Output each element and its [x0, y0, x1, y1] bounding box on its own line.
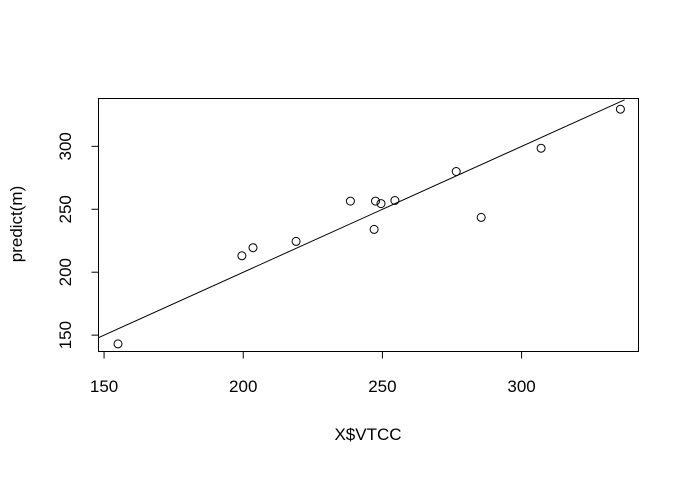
data-point — [476, 212, 486, 222]
data-point — [345, 196, 355, 206]
y-tick-label: 150 — [56, 321, 75, 349]
y-axis: 150 200 250 300 — [56, 132, 99, 349]
data-point — [390, 196, 400, 205]
data-point — [113, 339, 123, 349]
data-point — [369, 224, 379, 234]
data-point — [237, 251, 247, 261]
data-point — [451, 167, 461, 176]
reference-line-layer — [98, 99, 625, 339]
data-point — [371, 196, 380, 206]
data-point — [248, 243, 258, 253]
y-tick-label: 200 — [56, 258, 75, 286]
fit-line — [98, 99, 625, 339]
y-tick-label: 250 — [56, 195, 75, 223]
x-axis: 150 200 250 300 — [90, 351, 536, 396]
x-tick-label: 150 — [90, 377, 118, 396]
plot-frame — [98, 98, 639, 352]
x-tick-label: 250 — [368, 377, 396, 396]
data-point — [291, 236, 301, 246]
x-tick-label: 300 — [507, 377, 535, 396]
y-tick-label: 300 — [56, 132, 75, 160]
data-point — [376, 199, 386, 209]
points-layer — [113, 104, 625, 349]
x-tick-label: 200 — [229, 377, 257, 396]
y-axis-label: predict(m) — [7, 186, 26, 263]
data-point — [536, 143, 546, 153]
data-point — [615, 104, 625, 114]
x-axis-label: X$VTCC — [334, 425, 401, 444]
